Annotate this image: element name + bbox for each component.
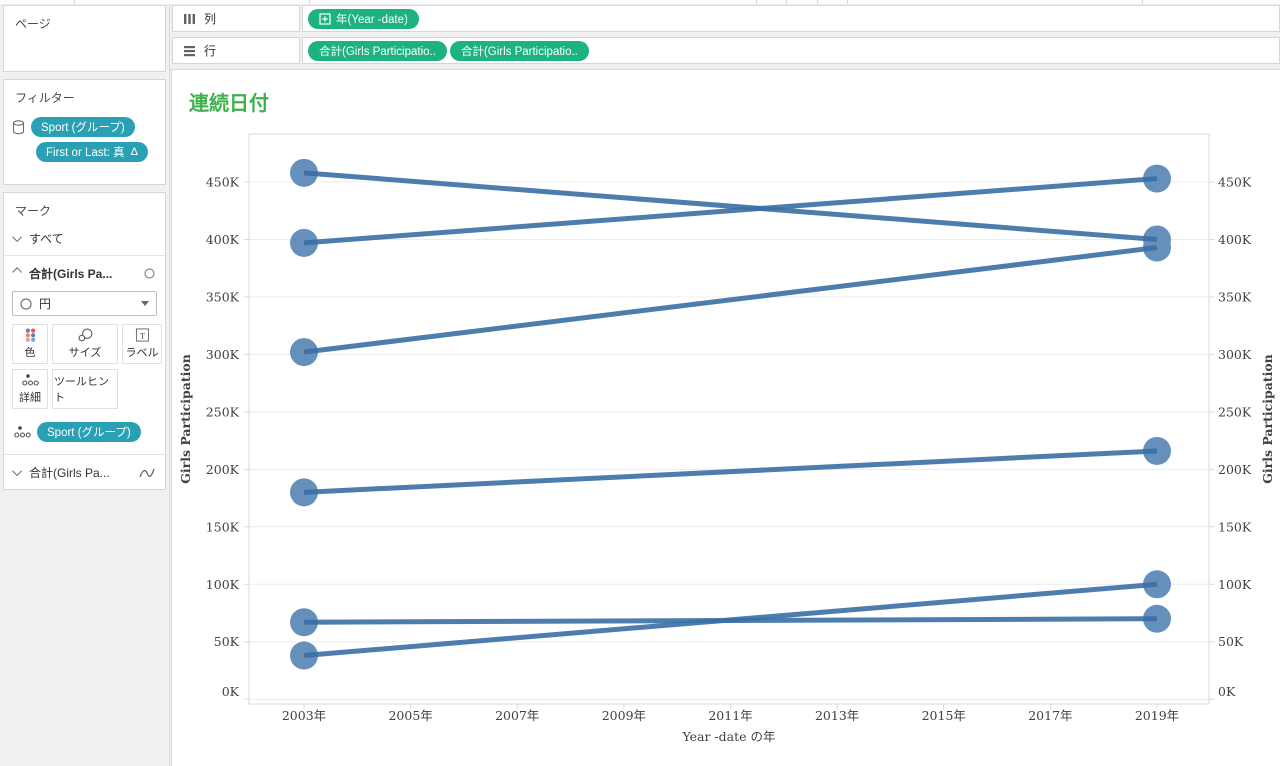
y-tick-label-right: 250K	[1218, 404, 1252, 419]
detail-button[interactable]: 詳細	[12, 369, 48, 409]
y-tick-label-right: 400K	[1218, 232, 1252, 247]
circle-mark-icon	[144, 268, 155, 279]
trend-line-sport-group-1[interactable]	[303, 170, 1158, 242]
x-axis-title: Year -date の年	[681, 729, 775, 744]
columns-shelf-label: 列	[172, 5, 300, 32]
size-button[interactable]: サイズ	[52, 324, 118, 364]
rows-shelf[interactable]: 行 合計(Girls Participatio.. 合計(Girls Parti…	[172, 37, 1280, 64]
plot-border	[248, 133, 1210, 705]
y-tick-label-right: 450K	[1218, 175, 1252, 190]
y-tick-label-right: 200K	[1218, 462, 1252, 477]
marks-pill-sport-group[interactable]: Sport (グループ)	[37, 422, 141, 442]
y-tick-label-left: 150K	[206, 519, 240, 534]
detail-dots-icon	[14, 426, 31, 438]
y-tick-label-left: 400K	[206, 232, 240, 247]
marks-card: マーク すべて 合計(Girls Pa... 円	[3, 192, 166, 490]
filters-shelf[interactable]: フィルター Sport (グループ) First or Last: 真 Δ	[3, 79, 166, 185]
y-axis-title-left: Girls Participation	[178, 354, 193, 484]
y-tick-label-left: 450K	[206, 175, 240, 190]
columns-shelf-dropzone[interactable]: 年(Year -date)	[302, 5, 1280, 32]
mark-type-selected: 円	[39, 297, 52, 311]
marks-section-measure-2[interactable]: 合計(Girls Pa...	[4, 457, 165, 487]
y-axis-title-right: Girls Participation	[1260, 354, 1275, 484]
pages-shelf[interactable]: ページ	[3, 5, 166, 72]
rows-shelf-label: 行	[172, 37, 300, 64]
x-tick-label: 2013年	[815, 708, 859, 723]
pill-year-date[interactable]: 年(Year -date)	[308, 8, 419, 29]
marks-card-title: マーク	[15, 204, 52, 218]
svg-text:T: T	[139, 331, 144, 340]
worksheet-canvas: 0K 0K 50K 50K 100K 100K 150K 150K 200K 200K 250K 25…	[171, 69, 1280, 766]
participation-dual-axis-chart: 0K 0K 50K 50K 100K 100K 150K 150K 200K 200K 250K 25…	[178, 133, 1275, 744]
y-tick-label-left: 100K	[206, 577, 240, 592]
data-point-sport-group-2[interactable]	[290, 228, 318, 257]
mark-type-dropdown[interactable]: 円	[12, 291, 157, 316]
marks-section-measure-1[interactable]: 合計(Girls Pa...	[4, 258, 165, 288]
y-tick-label-left: 0K	[222, 684, 240, 699]
left-panel: ページ フィルター Sport (グループ) First or Last: 真 …	[0, 4, 170, 766]
circle-mark-icon	[20, 297, 32, 310]
y-tick-label-left: 350K	[206, 289, 240, 304]
trend-line-sport-group-6[interactable]	[303, 581, 1158, 659]
x-tick-label: 2009年	[602, 708, 646, 723]
database-icon	[12, 119, 25, 134]
x-tick-label: 2005年	[388, 708, 432, 723]
sheet-title: 連続日付	[189, 91, 269, 115]
pages-shelf-title: ページ	[15, 17, 51, 31]
trend-line-sport-group-2[interactable]	[303, 176, 1158, 246]
trend-line-sport-group-3[interactable]	[303, 245, 1158, 355]
y-tick-label-right: 150K	[1218, 519, 1252, 534]
x-tick-label: 2019年	[1135, 708, 1179, 723]
date-plus-icon	[319, 12, 331, 25]
y-tick-label-right: 0K	[1218, 684, 1236, 699]
divider	[4, 255, 165, 256]
delta-icon: Δ	[130, 146, 138, 158]
x-tick-label: 2011年	[708, 708, 752, 723]
line-mark-icon	[139, 468, 155, 477]
filters-shelf-title: フィルター	[15, 91, 75, 105]
rows-icon	[184, 45, 195, 56]
y-tick-label-left: 50K	[214, 634, 240, 649]
y-tick-label-right: 50K	[1218, 634, 1244, 649]
trend-line-sport-group-4[interactable]	[303, 448, 1158, 495]
color-button[interactable]: 色	[12, 324, 48, 364]
color-dots-icon	[25, 328, 35, 342]
label-button[interactable]: T ラベル	[122, 324, 162, 364]
tooltip-button[interactable]: ツールヒント	[52, 369, 118, 409]
columns-shelf[interactable]: 列 年(Year -date)	[172, 5, 1280, 32]
columns-icon	[184, 13, 195, 24]
y-tick-label-left: 250K	[206, 404, 240, 419]
filter-pill-sport-group[interactable]: Sport (グループ)	[31, 117, 135, 137]
detail-dots-icon	[21, 374, 39, 386]
pill-sum-girls-participation-2[interactable]: 合計(Girls Participatio..	[449, 40, 589, 61]
text-label-icon: T	[135, 328, 149, 342]
chevron-down-icon	[12, 466, 23, 477]
size-circles-icon	[78, 328, 92, 342]
chevron-down-icon	[12, 232, 23, 243]
y-tick-label-right: 100K	[1218, 577, 1252, 592]
pill-sum-girls-participation-1[interactable]: 合計(Girls Participatio..	[308, 40, 447, 61]
marks-section-all[interactable]: すべて	[4, 223, 165, 253]
caret-down-icon	[141, 301, 149, 306]
divider	[4, 454, 165, 455]
filter-pill-first-or-last[interactable]: First or Last: 真 Δ	[36, 142, 148, 162]
x-tick-label: 2007年	[495, 708, 539, 723]
y-tick-label-right: 300K	[1218, 347, 1252, 362]
x-tick-label: 2015年	[922, 708, 966, 723]
toolbar-edge	[0, 0, 1280, 4]
x-tick-label: 2003年	[282, 708, 326, 723]
y-tick-label-left: 300K	[206, 347, 240, 362]
y-tick-label-left: 200K	[206, 462, 240, 477]
chevron-up-icon	[12, 267, 23, 278]
y-tick-label-right: 350K	[1218, 289, 1252, 304]
rows-shelf-dropzone[interactable]: 合計(Girls Participatio.. 合計(Girls Partici…	[302, 37, 1280, 64]
x-tick-label: 2017年	[1028, 708, 1072, 723]
